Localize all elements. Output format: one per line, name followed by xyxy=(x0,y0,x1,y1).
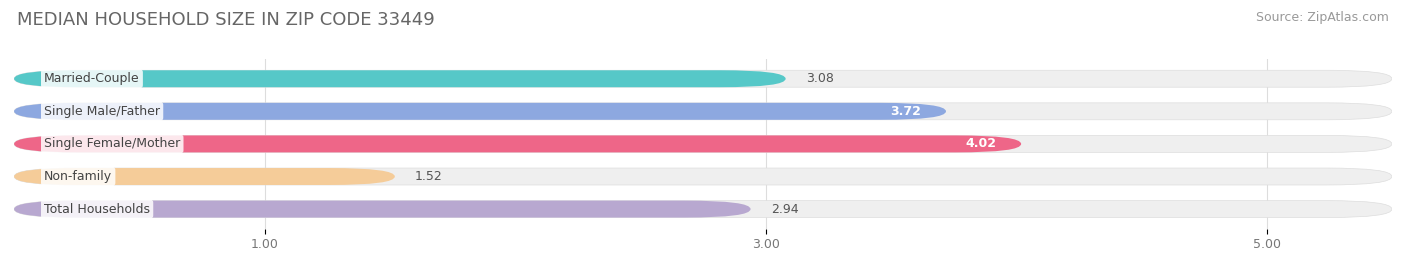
Text: 4.02: 4.02 xyxy=(965,137,995,150)
FancyBboxPatch shape xyxy=(14,103,946,120)
FancyBboxPatch shape xyxy=(14,168,395,185)
Text: Married-Couple: Married-Couple xyxy=(44,72,139,85)
FancyBboxPatch shape xyxy=(14,70,786,87)
Text: Non-family: Non-family xyxy=(44,170,112,183)
Text: 3.72: 3.72 xyxy=(890,105,921,118)
Text: Single Female/Mother: Single Female/Mother xyxy=(44,137,180,150)
Text: 3.08: 3.08 xyxy=(806,72,834,85)
Text: 2.94: 2.94 xyxy=(770,203,799,215)
Text: Total Households: Total Households xyxy=(44,203,150,215)
FancyBboxPatch shape xyxy=(14,201,751,218)
FancyBboxPatch shape xyxy=(14,70,1392,87)
FancyBboxPatch shape xyxy=(14,136,1392,152)
Text: Source: ZipAtlas.com: Source: ZipAtlas.com xyxy=(1256,11,1389,24)
FancyBboxPatch shape xyxy=(14,103,1392,120)
FancyBboxPatch shape xyxy=(14,136,1021,152)
Text: 1.52: 1.52 xyxy=(415,170,443,183)
FancyBboxPatch shape xyxy=(14,201,1392,218)
Text: Single Male/Father: Single Male/Father xyxy=(44,105,160,118)
Text: MEDIAN HOUSEHOLD SIZE IN ZIP CODE 33449: MEDIAN HOUSEHOLD SIZE IN ZIP CODE 33449 xyxy=(17,11,434,29)
FancyBboxPatch shape xyxy=(14,168,1392,185)
